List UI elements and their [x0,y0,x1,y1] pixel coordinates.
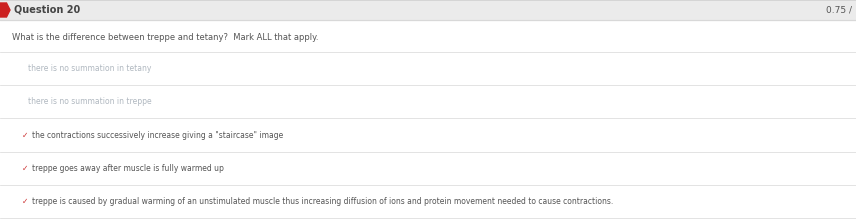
Text: treppe goes away after muscle is fully warmed up: treppe goes away after muscle is fully w… [32,164,224,173]
Text: ✓: ✓ [22,164,28,173]
Text: 0.75 /: 0.75 / [826,6,852,14]
Text: Question 20: Question 20 [14,5,80,15]
Polygon shape [0,3,10,17]
Text: ✓: ✓ [22,130,28,140]
Text: What is the difference between treppe and tetany?  Mark ALL that apply.: What is the difference between treppe an… [12,33,318,42]
Bar [0,0,856,20]
Text: there is no summation in tetany: there is no summation in tetany [28,64,152,73]
Text: the contractions successively increase giving a "staircase" image: the contractions successively increase g… [32,130,283,140]
Text: treppe is caused by gradual warming of an unstimulated muscle thus increasing di: treppe is caused by gradual warming of a… [32,197,613,206]
Text: ✓: ✓ [22,197,28,206]
Text: there is no summation in treppe: there is no summation in treppe [28,97,152,106]
